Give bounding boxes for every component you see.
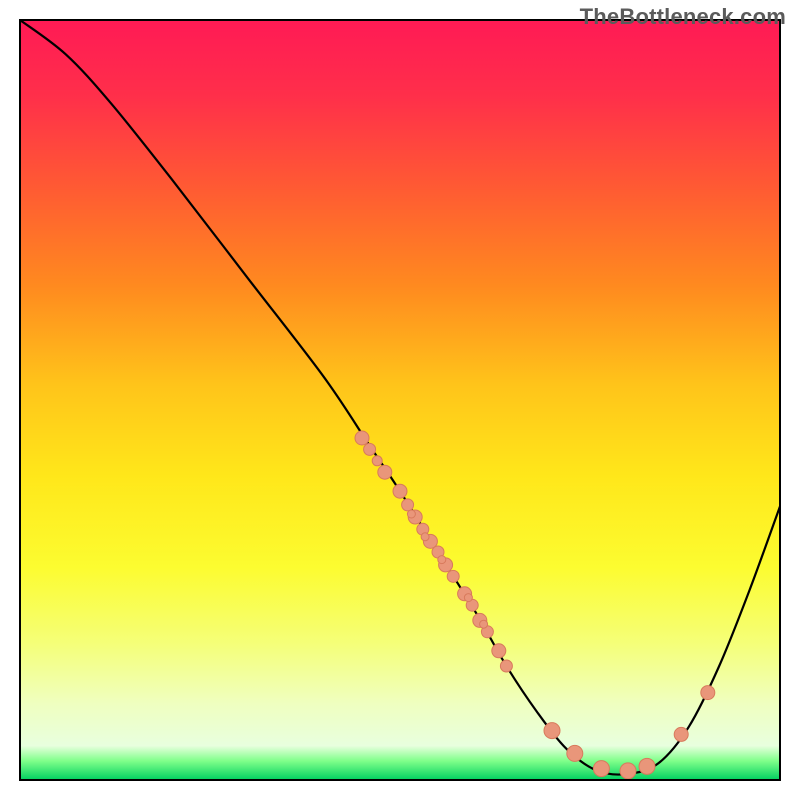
data-point — [480, 620, 488, 628]
data-point — [492, 644, 506, 658]
data-point — [567, 745, 583, 761]
data-point — [364, 443, 376, 455]
data-point — [674, 727, 688, 741]
data-point — [393, 484, 407, 498]
data-point — [639, 758, 655, 774]
watermark-text: TheBottleneck.com — [580, 4, 786, 30]
data-point — [593, 761, 609, 777]
data-point — [355, 431, 369, 445]
data-point — [378, 465, 392, 479]
data-point — [402, 499, 414, 511]
data-point — [447, 570, 459, 582]
bottleneck-chart — [0, 0, 800, 800]
data-point — [372, 456, 382, 466]
data-point — [464, 594, 472, 602]
data-point — [438, 556, 446, 564]
chart-container: TheBottleneck.com — [0, 0, 800, 800]
data-point — [407, 510, 415, 518]
data-point — [701, 686, 715, 700]
chart-background — [20, 20, 780, 780]
data-point — [544, 723, 560, 739]
data-point — [500, 660, 512, 672]
data-point — [620, 763, 636, 779]
data-point — [421, 533, 429, 541]
